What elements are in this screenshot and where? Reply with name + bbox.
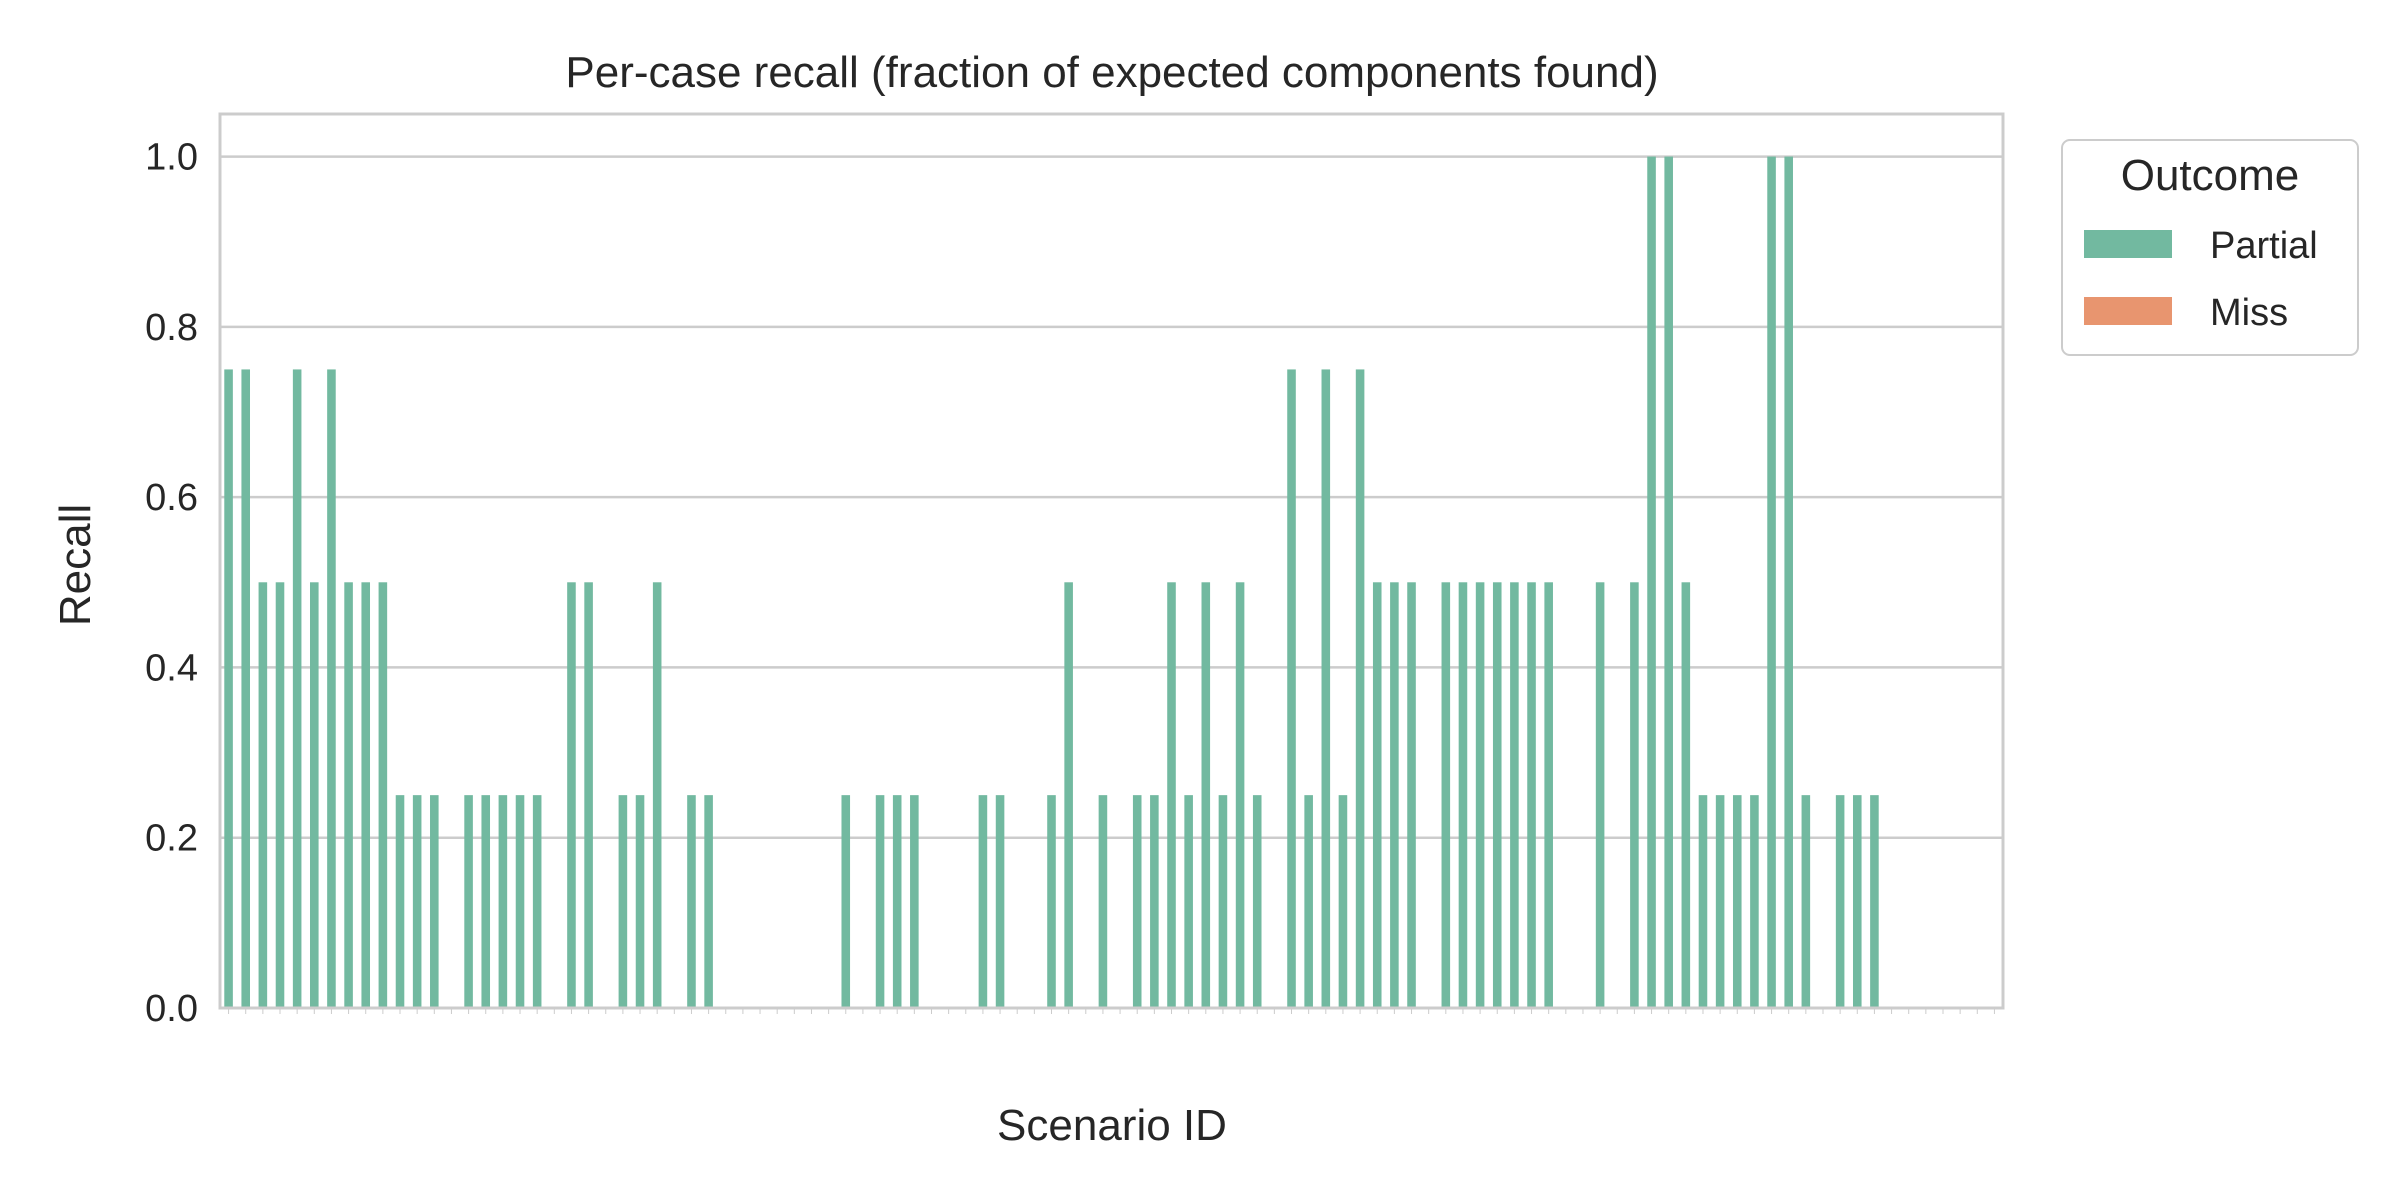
bar-partial xyxy=(258,582,268,1008)
bar-partial xyxy=(978,795,988,1008)
bar-partial xyxy=(344,582,353,1008)
bar-partial xyxy=(1801,795,1811,1008)
bar-partial xyxy=(361,582,371,1008)
bar-partial xyxy=(1132,795,1142,1008)
bar-partial xyxy=(327,369,336,1008)
bar-partial xyxy=(1441,582,1451,1008)
bar-partial xyxy=(498,795,508,1008)
bar-partial xyxy=(1544,582,1553,1008)
bar-partial xyxy=(224,369,233,1008)
bar-partial xyxy=(1252,795,1262,1008)
bar-partial xyxy=(378,582,388,1008)
bar-partial xyxy=(464,795,473,1008)
bar-partial xyxy=(1630,582,1639,1008)
bar-partial xyxy=(1338,795,1348,1008)
bar-partial xyxy=(1167,582,1176,1008)
y-tick-label: 0.4 xyxy=(145,647,198,689)
bar-partial xyxy=(1732,795,1742,1008)
chart-title: Per-case recall (fraction of expected co… xyxy=(565,48,1658,97)
y-tick-label: 0.0 xyxy=(145,988,198,1030)
bar-partial xyxy=(910,795,919,1008)
plot-frame xyxy=(218,112,2005,1010)
y-axis-label: Recall xyxy=(51,504,100,626)
bar-partial xyxy=(1767,156,1776,1009)
bar-partial xyxy=(584,582,593,1008)
bar-partial xyxy=(515,795,525,1008)
bar-partial xyxy=(1355,369,1365,1008)
bar-partial xyxy=(1184,795,1193,1008)
bar-partial xyxy=(1698,795,1708,1008)
bar-partial xyxy=(430,795,439,1008)
bar-partial xyxy=(1287,369,1296,1008)
y-tick-label: 0.8 xyxy=(145,307,198,349)
bar-partial xyxy=(635,795,645,1008)
bar-partial xyxy=(481,795,491,1008)
legend-title: Outcome xyxy=(2121,151,2300,200)
bar-partial xyxy=(1510,582,1519,1008)
bar-partial xyxy=(1527,582,1536,1008)
legend-swatch-partial xyxy=(2084,230,2172,258)
bar-partial xyxy=(1664,156,1673,1009)
bar-partial xyxy=(1372,582,1382,1008)
x-axis-label: Scenario ID xyxy=(997,1101,1227,1150)
bar-partial xyxy=(532,795,542,1008)
bar-partial xyxy=(1047,795,1056,1008)
bar-partial xyxy=(1304,795,1313,1008)
bar-partial xyxy=(1218,795,1228,1008)
legend-label-miss: Miss xyxy=(2210,292,2288,334)
bars xyxy=(224,156,1879,1009)
bar-partial xyxy=(1064,582,1073,1008)
bar-partial xyxy=(1150,795,1159,1008)
bar-partial xyxy=(1750,795,1759,1008)
bar-partial xyxy=(704,795,713,1008)
bar-partial xyxy=(618,795,628,1008)
bar-partial xyxy=(1835,795,1845,1008)
legend-label-partial: Partial xyxy=(2210,225,2318,267)
x-ticks xyxy=(228,1008,1995,1014)
y-tick-label: 0.2 xyxy=(145,818,198,860)
legend-swatch-miss xyxy=(2084,297,2172,325)
y-tick-label: 1.0 xyxy=(145,137,198,179)
bar-partial xyxy=(1390,582,1399,1008)
legend: Outcome Partial Miss xyxy=(2061,139,2359,356)
bar-partial xyxy=(841,795,851,1008)
bar-partial xyxy=(892,795,902,1008)
bar-partial xyxy=(1870,795,1879,1008)
bar-partial xyxy=(395,795,405,1008)
y-tick-label: 0.6 xyxy=(145,477,198,519)
bar-partial xyxy=(995,795,1005,1008)
bar-partial xyxy=(1235,582,1245,1008)
bar-partial xyxy=(1715,795,1725,1008)
bar-partial xyxy=(1321,369,1331,1008)
bar-partial xyxy=(567,582,576,1008)
bar-partial xyxy=(1595,582,1605,1008)
y-ticks: 0.0 0.2 0.4 0.6 0.8 1.0 xyxy=(145,137,198,1030)
bar-partial xyxy=(1098,795,1108,1008)
bar-partial xyxy=(1852,795,1862,1008)
bar-partial xyxy=(241,369,251,1008)
bar-partial xyxy=(1681,582,1691,1008)
bar-partial xyxy=(1492,582,1502,1008)
bar-partial xyxy=(1784,156,1793,1009)
bar-partial xyxy=(687,795,696,1008)
bar-partial xyxy=(1647,156,1656,1009)
bar-partial xyxy=(275,582,285,1008)
bar-partial xyxy=(412,795,422,1008)
bar-partial xyxy=(875,795,885,1008)
bar-partial xyxy=(292,369,302,1008)
bar-partial xyxy=(652,582,662,1008)
bar-partial xyxy=(310,582,319,1008)
bar-partial xyxy=(1407,582,1416,1008)
bar-partial xyxy=(1458,582,1468,1008)
bar-partial xyxy=(1475,582,1485,1008)
bar-partial xyxy=(1201,582,1211,1008)
